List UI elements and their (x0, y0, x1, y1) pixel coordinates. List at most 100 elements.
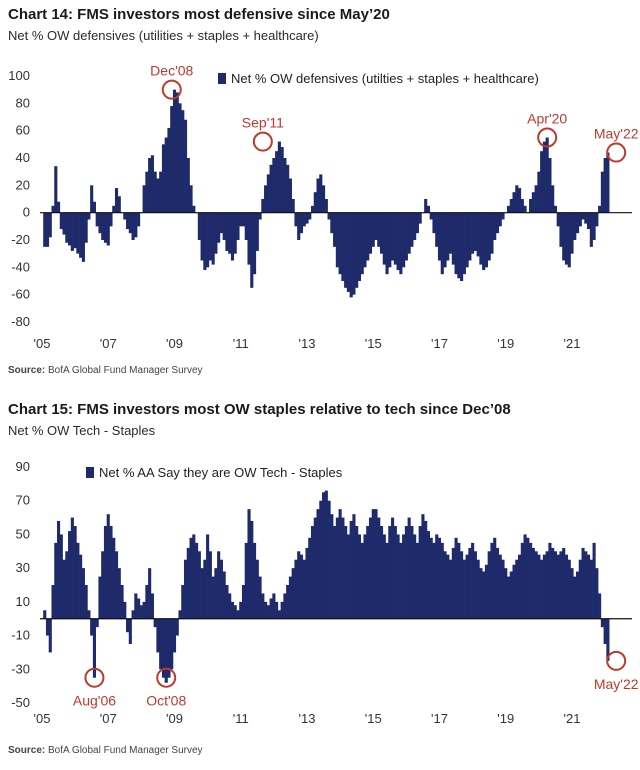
annotation-label: Apr'20 (527, 111, 567, 127)
bar (48, 618, 52, 653)
x-tick-label: '21 (564, 711, 581, 726)
bar (559, 551, 563, 619)
bar (131, 212, 135, 240)
bar (291, 199, 295, 213)
bar (172, 618, 177, 653)
bar (465, 212, 469, 268)
chart-15-source: Source: BofA Global Fund Manager Survey (8, 745, 203, 756)
bar (283, 593, 287, 619)
bar (421, 514, 425, 619)
bar (512, 192, 516, 213)
bar (236, 212, 240, 240)
bar (178, 610, 182, 619)
bar (581, 547, 585, 619)
bar (338, 509, 342, 619)
bar (465, 554, 469, 619)
bar (197, 212, 201, 240)
bar (371, 509, 375, 619)
bar (352, 212, 356, 295)
bar (219, 559, 223, 619)
bar (126, 618, 130, 633)
bar (567, 559, 571, 619)
y-tick-label: -60 (11, 287, 30, 302)
bar (587, 554, 591, 619)
bar (255, 559, 259, 619)
bar (595, 212, 599, 227)
bar (404, 526, 408, 619)
x-tick-label: '11 (233, 336, 249, 351)
bar (90, 185, 94, 213)
bar (230, 601, 235, 619)
bar (581, 212, 585, 220)
y-tick-label: -20 (11, 232, 30, 247)
bar (564, 212, 569, 265)
bar (316, 509, 320, 619)
bar (214, 568, 218, 619)
bar (341, 212, 345, 281)
bar (322, 492, 326, 619)
bar (426, 531, 431, 619)
bar (460, 551, 464, 619)
x-tick-label: '17 (431, 336, 448, 351)
bar (117, 568, 121, 619)
bar (322, 185, 326, 213)
bar (137, 212, 141, 227)
bar (299, 554, 304, 619)
bar (330, 212, 334, 234)
bar (123, 212, 127, 220)
bar (313, 517, 317, 619)
y-tick-label: 0 (23, 205, 30, 220)
bar (283, 158, 287, 213)
annotation-label: Oct'08 (146, 693, 186, 709)
bar (413, 534, 417, 619)
bar (211, 576, 215, 619)
bar (575, 212, 580, 234)
bar (363, 534, 367, 619)
bar (43, 212, 47, 247)
bar (498, 212, 502, 227)
bar (606, 152, 610, 213)
bar (70, 517, 74, 619)
annotation-circle (84, 667, 105, 688)
annotation-circle (161, 79, 182, 100)
bar (109, 526, 113, 619)
legend-label: Net % AA Say they are OW Tech - Staples (99, 465, 343, 480)
bar (418, 526, 422, 619)
bar (573, 576, 577, 619)
bar (509, 199, 513, 213)
bar (123, 601, 127, 619)
y-tick-label: 90 (16, 459, 30, 474)
bar (286, 585, 290, 619)
annotation-circle (252, 131, 273, 152)
bar (106, 212, 110, 246)
bar (402, 534, 406, 619)
bar (203, 559, 207, 619)
bar (175, 92, 179, 213)
bar (435, 534, 439, 619)
bar (575, 571, 580, 619)
bar (217, 551, 221, 619)
bar (379, 526, 384, 619)
bar (264, 185, 268, 213)
bar (241, 212, 246, 227)
bar (241, 585, 246, 619)
bar (48, 212, 52, 238)
bar (250, 212, 254, 288)
bar (592, 542, 596, 619)
chart-15-panel: Chart 15: FMS investors most OW staples … (0, 385, 640, 770)
bar (310, 205, 315, 213)
bar (440, 542, 444, 619)
bar (269, 598, 273, 619)
bar (258, 576, 262, 619)
bar (600, 618, 604, 628)
bar (103, 526, 108, 619)
annotation-label: May'22 (594, 126, 639, 142)
bar (548, 158, 552, 213)
bar (297, 551, 301, 619)
bar (68, 212, 72, 246)
bar (512, 564, 516, 619)
bar (98, 212, 102, 234)
bar (429, 537, 433, 619)
bar (57, 520, 61, 619)
bar (233, 605, 237, 619)
